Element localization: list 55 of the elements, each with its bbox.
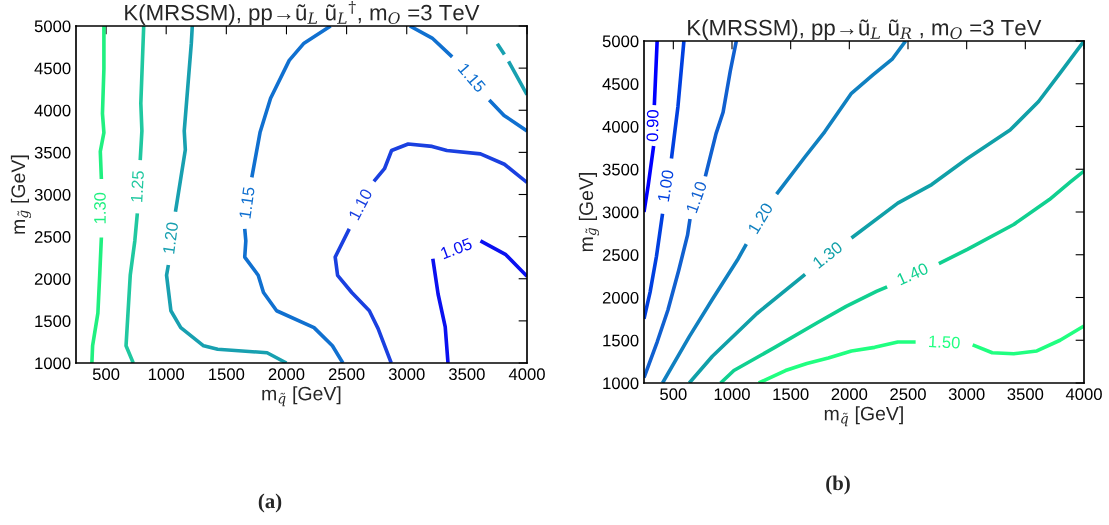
text: (a) bbox=[258, 493, 282, 513]
text: 1.10 bbox=[348, 187, 373, 221]
text: 1.30 bbox=[811, 240, 844, 269]
y-tick-label: 5000 bbox=[34, 20, 71, 33]
y-tick-label: 4500 bbox=[602, 78, 639, 90]
y-tick-label: 3000 bbox=[34, 188, 71, 201]
x-tick-label: 1500 bbox=[209, 368, 245, 381]
text: (b) bbox=[826, 475, 850, 495]
y-tick-label: 4000 bbox=[34, 104, 71, 117]
x-tick-label: 3500 bbox=[448, 368, 485, 381]
y-tick-label: 3500 bbox=[602, 163, 639, 176]
y-tick-label: 1000 bbox=[35, 357, 71, 370]
x-tick-label: 1500 bbox=[773, 388, 809, 401]
y-tick-label: 2000 bbox=[34, 273, 71, 285]
x-tick-label: 4000 bbox=[1065, 388, 1102, 401]
text: 1.15 bbox=[457, 62, 487, 94]
y-tick-label: 3500 bbox=[34, 146, 71, 159]
y-tick-label: 3000 bbox=[602, 206, 639, 219]
y-tick-label: 1000 bbox=[603, 377, 639, 390]
text: 1.00 bbox=[657, 169, 674, 202]
x-tick-label: 3000 bbox=[388, 368, 425, 381]
text: 0.90 bbox=[646, 109, 659, 142]
x-axis-title: m$_{q̃}$ [GeV] bbox=[824, 406, 903, 427]
y-tick-label: 2500 bbox=[34, 231, 71, 243]
text: 1.20 bbox=[162, 221, 179, 254]
chart-title: K(MRSSM), pp→ũ$_{L}$ ũ$_{R}$ , m$_{O}$ =3 TeV bbox=[688, 19, 1042, 40]
text: 1.40 bbox=[896, 262, 930, 286]
y-tick-label: 2500 bbox=[602, 249, 639, 261]
chart-title: K(MRSSM), pp→ũ$_{L}$ ũ$_{L}$$^{†}$, m$_{O}$ =3 TeV bbox=[125, 0, 480, 25]
x-tick-label: 500 bbox=[660, 388, 687, 401]
y-tick-label: 4500 bbox=[34, 62, 71, 75]
x-axis-title: m$_{q̃}$ [GeV] bbox=[262, 386, 341, 407]
x-tick-label: 2500 bbox=[328, 368, 365, 381]
y-axis-title: m$_{g̃}$ [GeV] bbox=[578, 173, 600, 252]
x-tick-label: 4000 bbox=[508, 368, 545, 381]
y-tick-label: 1500 bbox=[35, 315, 71, 328]
text: 1.10 bbox=[685, 180, 708, 214]
x-tick-label: 2500 bbox=[890, 388, 926, 401]
y-axis-title: m$_{g̃}$ [GeV] bbox=[10, 155, 32, 234]
x-tick-label: 2000 bbox=[268, 368, 305, 381]
x-tick-label: 500 bbox=[92, 368, 120, 381]
y-tick-label: 4000 bbox=[602, 120, 639, 133]
x-tick-label: 1000 bbox=[148, 368, 185, 381]
x-tick-label: 3500 bbox=[1007, 388, 1044, 401]
y-tick-label: 5000 bbox=[602, 35, 639, 48]
text: 1.30 bbox=[94, 192, 106, 224]
x-tick-label: 1000 bbox=[714, 388, 750, 401]
y-tick-label: 2000 bbox=[602, 291, 639, 304]
y-tick-label: 1500 bbox=[603, 334, 639, 347]
x-tick-label: 2000 bbox=[831, 388, 868, 401]
text: 1.25 bbox=[130, 170, 145, 202]
text: 1.15 bbox=[239, 186, 255, 219]
x-tick-label: 3000 bbox=[948, 388, 985, 401]
text: 1.05 bbox=[440, 237, 473, 260]
series-label: 1.50 bbox=[928, 335, 961, 349]
